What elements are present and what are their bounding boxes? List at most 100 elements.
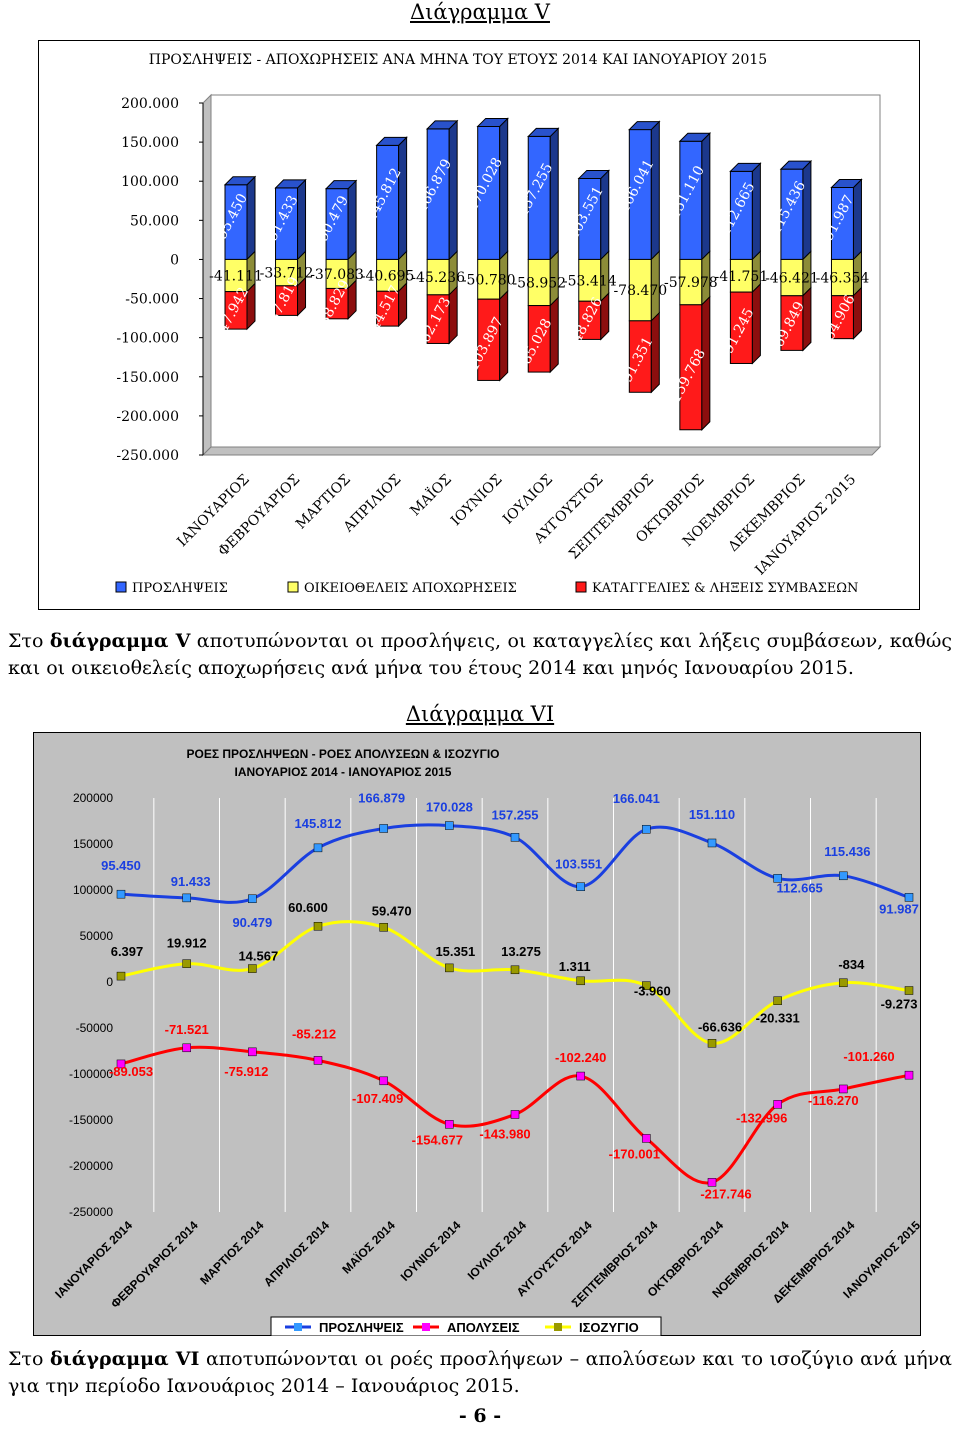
y-tick-label: -250000 <box>69 1205 113 1219</box>
bar-segment <box>578 292 610 341</box>
y-tick-label: 0 <box>106 975 113 989</box>
point-label: 112.665 <box>777 880 823 895</box>
bar-label-resignations: -53.414 <box>563 273 617 289</box>
series-marker <box>510 965 520 975</box>
series-marker <box>707 838 717 848</box>
series-marker <box>576 1071 585 1081</box>
point-label: 91.987 <box>879 901 919 916</box>
point-label: 15.351 <box>435 944 475 959</box>
series-marker <box>773 1100 782 1109</box>
bar-side <box>650 120 660 261</box>
series-marker <box>445 821 454 830</box>
series-marker <box>182 1043 191 1053</box>
series-marker <box>773 874 782 883</box>
bar-segment <box>577 169 610 261</box>
point-label: -154.677 <box>412 1132 463 1147</box>
y-tick-label: -250.000 <box>116 448 179 464</box>
bar-side <box>499 117 509 261</box>
bar-top <box>425 120 459 130</box>
bar-segment <box>679 250 711 307</box>
point-label: 14.567 <box>238 949 278 964</box>
point-label: 145.812 <box>295 816 342 831</box>
bar-top <box>324 180 358 190</box>
point-label: -9.273 <box>881 997 918 1012</box>
series-marker <box>116 971 126 981</box>
legend-marker <box>422 1323 430 1331</box>
y-tick-label: 150000 <box>73 837 113 851</box>
bar-segment <box>224 282 256 331</box>
bar-segment <box>628 250 660 323</box>
bar-label-resignations: -50.780 <box>462 272 516 288</box>
series-marker <box>182 893 191 903</box>
bar-side <box>448 119 458 261</box>
series-marker <box>248 894 257 904</box>
series-marker <box>576 976 585 986</box>
paragraph-diagram-vi: Στο διάγραμμα VI αποτυπώνονται οι ροές π… <box>8 1346 952 1400</box>
bar-segment <box>376 282 408 328</box>
point-label: -66.636 <box>698 1019 742 1034</box>
bar-side <box>701 132 711 261</box>
bar-top <box>577 169 610 179</box>
point-label: 19.912 <box>167 936 207 951</box>
bar-label-resignations: -40.695 <box>361 268 415 284</box>
y-axis: 200000 150000 100000 50000 0 -50000 -100000 -15… <box>69 791 113 1219</box>
bar-side <box>246 175 256 261</box>
bar-chart-svg: ΠΡΟΣΛΗΨΕΙΣ - ΑΠΟΧΩΡΗΣΕΙΣ ΑΝΑ ΜΗΝΑ ΤΟΥ ΕΤ… <box>38 40 920 610</box>
y-tick-label: 50.000 <box>130 213 179 229</box>
bar-side <box>398 282 408 328</box>
legend-swatch <box>287 581 299 593</box>
series-marker <box>248 1047 257 1057</box>
point-label: 103.551 <box>555 857 602 872</box>
point-label: 115.436 <box>824 844 870 859</box>
point-label: -75.912 <box>224 1064 268 1079</box>
bar-side <box>347 179 357 261</box>
bar-segment <box>628 311 660 394</box>
series-marker <box>773 996 782 1005</box>
legend-swatch <box>575 581 587 593</box>
y-tick-label: -200.000 <box>116 409 179 425</box>
plot-background <box>121 798 915 1212</box>
legend-marker <box>294 1323 302 1331</box>
bar-side <box>499 289 509 382</box>
bar-segment <box>678 132 712 261</box>
y-tick-label: -100000 <box>69 1067 113 1081</box>
bar-segment <box>679 295 711 431</box>
series-marker <box>642 1134 651 1143</box>
para1-pre: Στο <box>8 630 50 652</box>
series-marker <box>510 833 520 842</box>
bar-side <box>347 279 357 321</box>
data-labels: 95.450 91.433 90.479 145.812 166.879 170.028 1… <box>101 790 919 1201</box>
point-label: 6.397 <box>111 944 144 959</box>
point-label: -101.260 <box>843 1049 894 1064</box>
legend-swatch <box>115 581 127 593</box>
point-label: -217.746 <box>700 1186 751 1201</box>
bar-side <box>650 311 660 394</box>
bar-label-resignations: -78.470 <box>613 283 667 299</box>
bar-side <box>600 169 610 261</box>
point-label: -132.996 <box>736 1110 787 1125</box>
y-tick-label: -150.000 <box>116 370 179 386</box>
bar-segment <box>426 250 458 297</box>
chart-title-line1: ΡΟΕΣ ΠΡΟΣΛΗΨΕΩΝ - ΡΟΕΣ ΑΠΟΛΥΣΕΩΝ & ΙΣΟΖΥ… <box>186 747 499 761</box>
point-label: 59.470 <box>372 903 412 918</box>
diagram-v-heading: Διάγραμμα V <box>410 0 550 24</box>
point-label: 13.275 <box>501 944 541 959</box>
y-tick-label: 200.000 <box>121 96 179 112</box>
legend-label: ΚΑΤΑΓΓΕΛΙΕΣ & ΛΗΞΕΙΣ ΣΥΜΒΑΣΕΩΝ <box>592 581 858 596</box>
point-label: -89.053 <box>109 1064 153 1079</box>
chart-title: ΠΡΟΣΛΗΨΕΙΣ - ΑΠΟΧΩΡΗΣΕΙΣ ΑΝΑ ΜΗΝΑ ΤΟΥ ΕΤ… <box>149 52 767 68</box>
bar-top <box>678 132 712 142</box>
bar-label-resignations: -58.952 <box>512 276 566 292</box>
bar-segment <box>426 285 458 345</box>
bar-segment <box>729 162 762 261</box>
series-marker <box>904 893 914 902</box>
series-marker <box>248 964 257 973</box>
series-lines <box>116 821 914 1187</box>
point-label: -107.409 <box>352 1091 403 1106</box>
y-tick-label: 150.000 <box>121 135 179 151</box>
bar-segment <box>275 276 307 317</box>
chart-title-line2: ΙΑΝΟΥΑΡΙΟΣ 2014 - ΙΑΝΟΥΑΡΙΟΣ 2015 <box>235 765 452 779</box>
para1-post: αποτυπώνονται οι προσλήψεις, οι καταγγελ… <box>8 630 952 679</box>
bar-segment <box>527 250 559 307</box>
bar-label-resignations: -41.751 <box>715 269 769 285</box>
